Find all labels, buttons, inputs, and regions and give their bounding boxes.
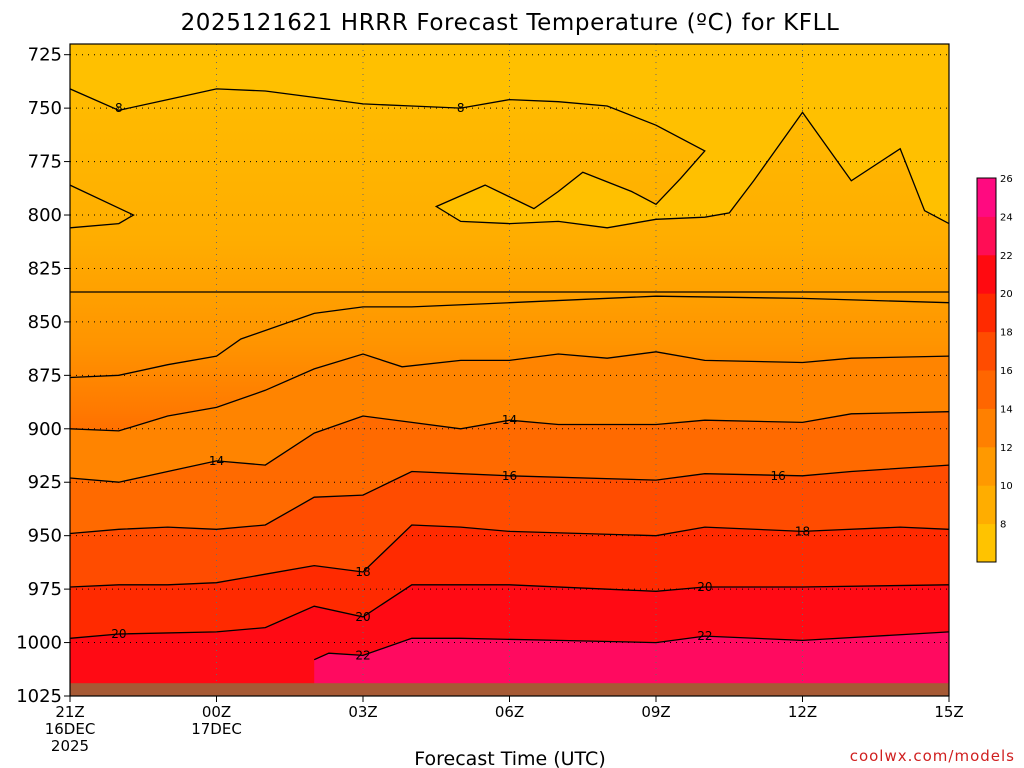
colorbar-frame <box>976 177 997 563</box>
contour-line-8-0 <box>70 88 949 229</box>
contour-line-20-8 <box>70 584 949 639</box>
y-tick-label-925: 925 <box>28 472 62 493</box>
contour-labels: 8 8 14 14 16 16 18 18 20 20 20 22 22 <box>111 101 810 662</box>
colorbar-label-12: 12 <box>1000 443 1013 454</box>
y-tick-label-1025: 1025 <box>16 686 62 707</box>
colorbar-label-8: 8 <box>1000 520 1006 531</box>
x-tick-label-3-0: 00Z <box>202 703 231 721</box>
colorbar-label-18: 18 <box>1000 328 1013 339</box>
colorbar: 8 10 12 14 16 18 20 22 24 26 <box>976 174 1013 563</box>
y-tick-label-850: 850 <box>28 312 62 333</box>
y-tick-label-1000: 1000 <box>16 633 62 654</box>
x-tick-label-3-1: 17DEC <box>191 720 242 738</box>
colorbar-segment-9 <box>977 178 996 217</box>
plot-area: 8 8 14 14 16 16 18 18 20 20 20 22 22 <box>69 43 950 697</box>
contour-line-10-1 <box>70 184 135 229</box>
x-tick-label-0-0: 21Z <box>55 703 84 721</box>
contour-label-22-1: 22 <box>697 629 712 643</box>
credit-text: coolwx.com/models <box>850 747 1015 765</box>
y-tick-label-750: 750 <box>28 98 62 119</box>
contour-label-16-1: 16 <box>770 469 785 483</box>
colorbar-segment-2 <box>977 446 996 486</box>
colorbar-segment-5 <box>977 331 996 371</box>
contour-fills <box>70 44 949 696</box>
colorbar-label-20: 20 <box>1000 289 1013 300</box>
x-tick-label-6-0: 03Z <box>348 703 377 721</box>
colorbar-label-22: 22 <box>1000 251 1013 262</box>
colorbar-label-26: 26 <box>1000 174 1013 185</box>
contour-fill-cool-zone <box>70 44 949 228</box>
y-tick-label-775: 775 <box>28 152 62 173</box>
colorbar-segment-4 <box>977 370 996 409</box>
colorbar-label-16: 16 <box>1000 366 1013 377</box>
ground-surface <box>70 683 949 696</box>
contour-label-20-2: 20 <box>697 580 712 594</box>
colorbar-label-24: 24 <box>1000 212 1013 223</box>
y-axis: 725 750 775 800 825 850 875 900 925 950 975 1000 102… <box>16 45 70 707</box>
y-tick-label-975: 975 <box>28 579 62 600</box>
contour-line-10-3 <box>70 295 949 379</box>
colorbar-segment-8 <box>977 216 996 256</box>
contour-label-22-0: 22 <box>355 648 370 662</box>
contour-line-12-4 <box>70 351 949 432</box>
colorbar-segment-0 <box>977 523 996 563</box>
x-tick-label-12-0: 09Z <box>641 703 670 721</box>
contour-label-20-0: 20 <box>111 627 126 641</box>
chart-title: 2025121621 HRRR Forecast Temperature (ºC… <box>181 10 840 36</box>
contour-label-18-0: 18 <box>355 565 370 579</box>
colorbar-segment-1 <box>977 485 996 525</box>
x-tick-label-0-1: 16DEC <box>45 720 96 738</box>
contour-label-14-1: 14 <box>502 413 517 427</box>
y-tick-label-950: 950 <box>28 526 62 547</box>
x-tick-label-0-2: 2025 <box>51 737 89 755</box>
colorbar-segment-3 <box>977 408 996 448</box>
y-tick-label-800: 800 <box>28 205 62 226</box>
contour-line-22-9 <box>313 631 949 661</box>
colorbar-segment-6 <box>977 293 996 333</box>
y-tick-label-825: 825 <box>28 258 62 279</box>
colorbar-label-14: 14 <box>1000 404 1013 415</box>
contour-line-16-6 <box>70 464 949 535</box>
contour-line-18-7 <box>70 524 949 588</box>
colorbar-segment-7 <box>977 254 996 294</box>
y-tick-label-875: 875 <box>28 365 62 386</box>
contour-label-20-1: 20 <box>355 610 370 624</box>
gridlines <box>70 44 949 696</box>
x-tick-label-15-0: 12Z <box>788 703 817 721</box>
x-tick-label-18-0: 15Z <box>934 703 963 721</box>
x-tick-label-9-0: 06Z <box>495 703 524 721</box>
x-axis-label: Forecast Time (UTC) <box>414 748 605 768</box>
contour-lines <box>70 88 949 661</box>
contour-label-8-1: 8 <box>457 101 465 115</box>
y-tick-label-900: 900 <box>28 419 62 440</box>
contour-label-16-0: 16 <box>502 469 517 483</box>
colorbar-label-10: 10 <box>1000 481 1013 492</box>
contour-line-14-5 <box>70 411 949 483</box>
contour-label-18-1: 18 <box>795 524 810 538</box>
contour-label-8-0: 8 <box>115 101 123 115</box>
contour-fill-22 <box>314 631 949 696</box>
y-tick-label-725: 725 <box>28 45 62 66</box>
contour-label-14-0: 14 <box>209 454 224 468</box>
